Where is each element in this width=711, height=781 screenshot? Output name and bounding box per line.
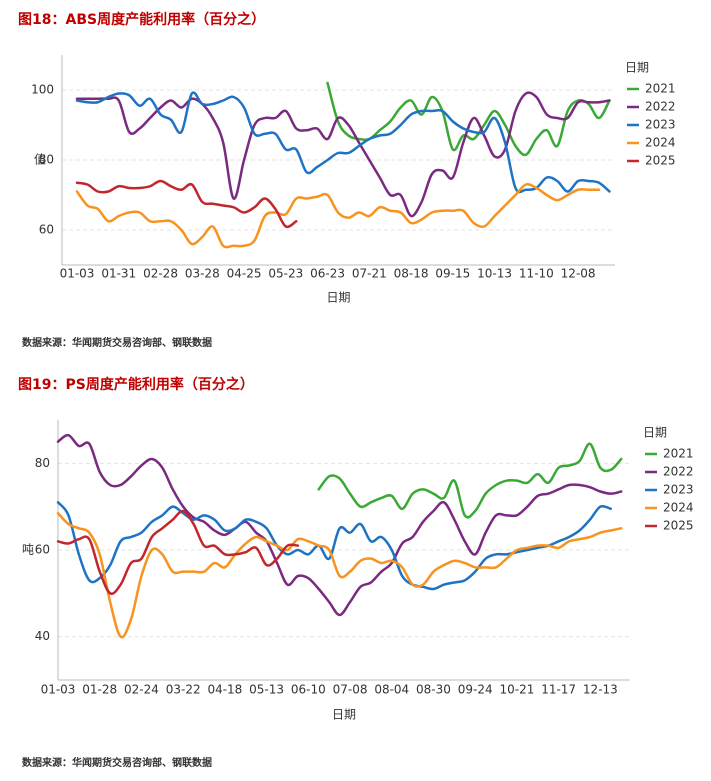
y-axis-label: 吨 [22,543,34,557]
y-tick-label: 80 [35,456,50,470]
x-tick-label: 08-04 [374,683,409,697]
series-line [75,179,298,229]
legend-label: 2023 [645,118,676,132]
x-tick-label: 07-21 [352,267,387,281]
y-tick-label: 60 [39,223,54,237]
legend-title: 日期 [643,426,667,440]
legend-label: 2023 [663,483,694,497]
series-line [56,501,613,591]
x-tick-label: 01-03 [41,683,76,697]
series-line [56,509,300,596]
x-tick-label: 08-30 [416,683,451,697]
source-note: 数据来源：华闻期货交易咨询部、钢联数据 [22,336,212,349]
legend-label: 2022 [645,100,676,114]
legend-title: 日期 [625,61,649,75]
x-tick-label: 01-28 [82,683,117,697]
y-tick-label: 100 [31,83,54,97]
x-tick-label: 11-17 [541,683,576,697]
legend-label: 2024 [645,136,676,150]
legend-label: 2025 [645,154,676,168]
x-tick-label: 12-13 [583,683,618,697]
x-axis-label: 日期 [326,291,350,305]
x-tick-label: 12-08 [561,267,596,281]
x-tick-label: 06-23 [310,267,345,281]
y-axis-label: 值 [34,152,46,167]
series-line [326,81,611,157]
x-tick-label: 01-31 [101,267,136,281]
source-note: 数据来源：华闻期货交易咨询部、钢联数据 [22,756,212,769]
legend-label: 2025 [663,519,694,533]
x-tick-label: 04-18 [207,683,242,697]
x-tick-label: 09-15 [435,267,470,281]
legend-label: 2024 [663,501,694,515]
x-tick-label: 01-03 [60,267,95,281]
x-tick-label: 05-13 [249,683,284,697]
x-tick-label: 05-23 [268,267,303,281]
x-tick-label: 02-24 [124,683,159,697]
legend-label: 2021 [645,82,676,96]
x-tick-label: 09-24 [458,683,493,697]
y-tick-label: 40 [35,629,50,643]
x-tick-label: 03-22 [166,683,201,697]
x-tick-label: 10-21 [499,683,534,697]
chart-title: 图19：PS周度产能利用率（百分之） [18,376,254,393]
series-line [75,91,611,218]
x-tick-label: 03-28 [185,267,220,281]
x-tick-label: 10-13 [477,267,512,281]
series-line [56,433,623,617]
x-tick-label: 07-08 [333,683,368,697]
x-tick-label: 06-10 [291,683,326,697]
series-line [75,182,601,249]
x-tick-label: 04-25 [227,267,262,281]
legend-label: 2022 [663,465,694,479]
y-tick-label: 80 [39,153,54,167]
series-line [317,442,623,519]
series-line [56,511,623,639]
x-tick-label: 11-10 [519,267,554,281]
legend-label: 2021 [663,447,694,461]
x-tick-label: 08-18 [394,267,429,281]
x-tick-label: 02-28 [143,267,178,281]
y-tick-label: 60 [35,543,50,557]
series-line [75,91,611,194]
chart-title: 图18：ABS周度产能利用率（百分之） [18,11,265,28]
x-axis-label: 日期 [332,708,356,722]
